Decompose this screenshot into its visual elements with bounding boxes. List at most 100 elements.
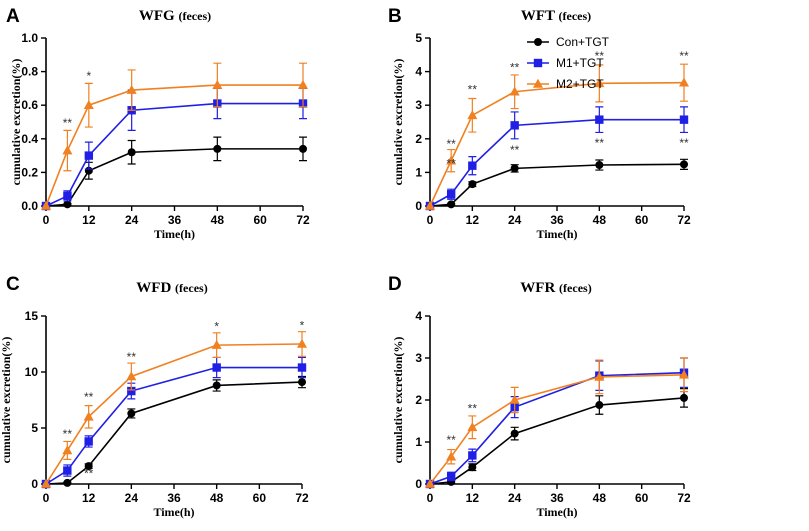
data-point	[467, 110, 478, 120]
series-line	[45, 343, 303, 485]
data-point	[213, 144, 222, 153]
data-point	[594, 78, 605, 88]
x-tick-label: 0	[43, 213, 50, 227]
y-tick-label: 4	[415, 309, 422, 323]
data-point	[212, 363, 221, 372]
x-tick-label: 0	[427, 491, 434, 505]
y-tick-label: 2	[415, 393, 422, 407]
data-point	[63, 191, 72, 201]
significance-mark: **	[468, 402, 478, 416]
series-m1-tgt	[425, 357, 689, 489]
x-tick-label: 60	[253, 213, 267, 227]
data-point	[679, 77, 689, 87]
series-m1-tgt	[425, 106, 689, 211]
significance-mark: **	[679, 49, 689, 63]
panel-letter: C	[6, 274, 20, 295]
panel-b: B WFT (feces)0 12 24 36 48 60 72012345Time(h)cu…	[388, 6, 691, 241]
y-tick-label: 15	[25, 309, 39, 323]
significance-mark: *	[300, 318, 305, 332]
significance-mark: **	[446, 433, 456, 447]
x-tick-label: 12	[466, 213, 480, 227]
data-point	[594, 371, 605, 381]
x-tick-label: 36	[167, 491, 181, 505]
y-tick-label: 0	[415, 199, 422, 213]
panel-a: A WFG (feces) 0 12 24 36 48 60 72 0.0 0.2 0.4 0.6 0.8…	[6, 6, 310, 241]
x-tick-label: 12	[82, 491, 96, 505]
significance-mark: **	[595, 49, 605, 63]
significance-mark: **	[468, 82, 478, 96]
y-tick-label: 1.0	[21, 31, 38, 45]
y-tick-label: 0.8	[21, 65, 38, 79]
panel-letter: D	[388, 274, 402, 295]
legend-entry: M2+TGT	[527, 77, 604, 91]
y-tick-label: 3	[415, 351, 422, 365]
data-point	[509, 394, 520, 404]
data-point	[468, 180, 477, 189]
series-line	[45, 148, 303, 207]
data-point	[63, 478, 72, 487]
legend-marker	[533, 78, 543, 88]
series-m2-tgt	[425, 63, 689, 210]
significance-mark: **	[510, 61, 520, 75]
legend-entry: M1+TGT	[527, 56, 604, 70]
panel-d: D WFR (feces)0 12 24 36 48 60 7201234Time(h)cum…	[388, 274, 691, 519]
x-tick-label: 24	[125, 213, 139, 227]
data-point	[297, 338, 307, 348]
data-point	[83, 100, 94, 109]
data-point	[446, 190, 456, 199]
series-line	[429, 371, 685, 485]
panel-c: C WFD (feces) 0 12 24 36 48 60 72 0 5 10 15 Time(h) cu…	[0, 274, 309, 519]
data-point	[126, 371, 137, 381]
data-point	[41, 200, 51, 210]
data-point	[211, 339, 222, 349]
x-tick-label: 72	[295, 491, 309, 505]
series-con-tgt	[426, 158, 688, 210]
chart-title: WFD (feces)	[136, 280, 207, 296]
data-point	[446, 155, 457, 165]
legend: Con+TGT M1+TGT M2+TGT	[527, 35, 610, 91]
data-point	[298, 79, 308, 89]
y-tick-label: 0	[31, 477, 38, 491]
x-tick-label: 60	[635, 213, 649, 227]
significance-mark: **	[446, 156, 456, 170]
legend-label: M2+TGT	[556, 77, 604, 91]
data-point	[679, 115, 689, 124]
y-axis-label: cumulative excretion(%)	[391, 337, 405, 464]
x-tick-label: 72	[677, 213, 691, 227]
data-point	[425, 478, 435, 488]
legend-marker	[534, 38, 542, 46]
data-point	[84, 151, 94, 160]
legend-marker	[533, 58, 543, 68]
y-tick-label: 0.2	[21, 165, 38, 179]
data-point	[446, 472, 456, 481]
series-con-tgt	[42, 136, 307, 210]
series-line	[45, 102, 303, 207]
data-point	[84, 437, 93, 446]
data-point	[298, 378, 306, 387]
data-point	[595, 401, 604, 410]
data-point	[679, 369, 689, 379]
chart-title: WFT (feces)	[521, 8, 591, 24]
data-point	[468, 463, 477, 472]
data-point	[468, 451, 477, 460]
y-axis-label: cumulative excretion(%)	[9, 59, 23, 186]
data-point	[467, 422, 478, 432]
x-tick-label: 24	[125, 491, 139, 505]
chart-title: WFR (feces)	[520, 280, 591, 296]
data-point	[510, 429, 519, 438]
x-tick-label: 24	[508, 491, 522, 505]
data-point	[84, 462, 93, 471]
data-point	[62, 445, 73, 455]
data-point	[212, 381, 221, 390]
data-point	[127, 148, 136, 157]
series-line	[429, 118, 684, 207]
data-point	[126, 84, 137, 94]
y-tick-label: 0.6	[21, 98, 38, 112]
chart-title: WFG (feces)	[139, 8, 211, 24]
data-point	[468, 161, 477, 170]
significance-mark: **	[63, 116, 73, 130]
data-point	[446, 451, 457, 461]
significance-mark: **	[679, 136, 689, 150]
significance-mark: **	[63, 427, 73, 441]
